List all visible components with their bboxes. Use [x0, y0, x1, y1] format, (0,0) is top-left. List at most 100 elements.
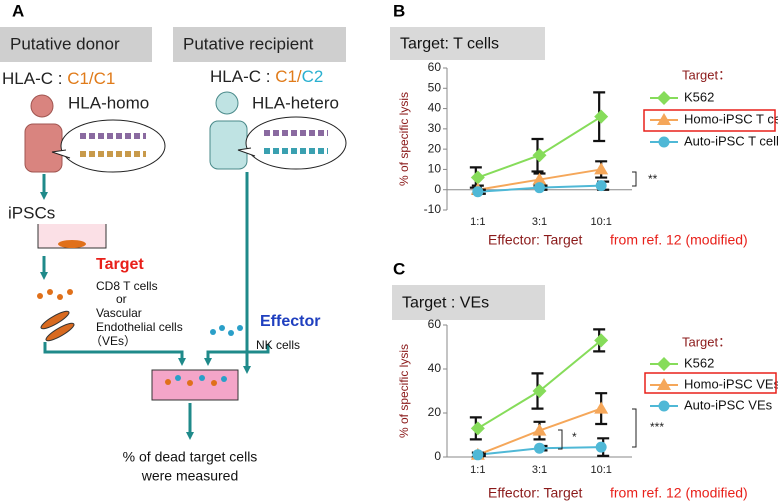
marker-circle: [595, 180, 607, 192]
x-axis-label: Effector: Target: [488, 485, 583, 501]
target-cells: Vascular: [96, 306, 142, 320]
series-line: [477, 115, 602, 179]
marker-triangle: [657, 113, 671, 125]
title-box: [392, 285, 545, 320]
recipient-hla: HLA-C : C1/C2: [210, 67, 323, 86]
y-tick-label: 10: [428, 162, 442, 176]
marker-triangle: [594, 401, 609, 414]
note: from ref. 12 (modified): [610, 485, 748, 501]
legend-label: Auto-iPSC VEs: [684, 397, 773, 412]
person-body: [209, 120, 248, 170]
target-cells: CD8 T cells: [96, 279, 158, 293]
hla-prefix: HLA-C :: [210, 67, 275, 86]
marker-circle: [595, 441, 607, 453]
x-tick-label: 1:1: [470, 216, 485, 228]
target-label: Target: [96, 256, 144, 273]
person-body: [24, 123, 63, 173]
t-cells: [37, 289, 73, 300]
y-tick-label: 60: [428, 60, 442, 74]
significance-bracket: [632, 408, 637, 448]
y-tick-label: 20: [428, 405, 442, 419]
marker-circle: [658, 136, 670, 148]
y-tick-label: 20: [428, 141, 442, 155]
marker-diamond: [532, 148, 547, 163]
hla-type: C2: [302, 67, 324, 86]
marker-circle: [534, 442, 545, 454]
significance: **: [648, 172, 658, 186]
recipient-type: HLA-hetero: [252, 93, 339, 112]
marker-diamond: [594, 109, 609, 124]
y-tick-label: 30: [428, 121, 442, 135]
hla-prefix: HLA-C :: [2, 69, 67, 88]
x-tick-label: 3:1: [532, 216, 547, 228]
marker-triangle: [532, 423, 547, 436]
label-box: [0, 27, 152, 62]
panel-letter: B: [393, 1, 405, 20]
marker-triangle: [657, 378, 671, 390]
bubble-tail: [237, 147, 256, 157]
hla-sep: /: [297, 67, 302, 86]
y-tick-label: 0: [434, 182, 441, 196]
significance: ***: [650, 420, 664, 434]
legend-title: Target：: [682, 67, 731, 82]
y-tick-label: 40: [428, 361, 442, 375]
marker-diamond: [470, 170, 485, 185]
y-axis-label: % of specific lysis: [397, 92, 411, 186]
y-tick-label: 40: [428, 101, 442, 115]
person-head: [215, 91, 239, 115]
legend-label: K562: [684, 355, 714, 370]
label-box: [173, 27, 346, 62]
title-box: [390, 27, 545, 60]
person-head: [30, 94, 54, 118]
ipsc-label: iPSCs: [8, 203, 55, 222]
significance: *: [572, 430, 577, 444]
y-axis-label: % of specific lysis: [397, 344, 411, 438]
x-tick-label: 10:1: [590, 216, 611, 228]
donor-type: HLA-homo: [68, 93, 149, 112]
mixed-cells: [165, 375, 227, 386]
note: from ref. 12 (modified): [610, 232, 748, 248]
target-cells: or: [116, 292, 127, 306]
chart-title: Target : VEs: [402, 295, 489, 312]
effector-cells: NK cells: [256, 338, 300, 352]
x-axis-label: Effector: Target: [488, 232, 583, 248]
legend-highlight: [643, 109, 776, 132]
y-tick-label: 50: [428, 80, 442, 94]
marker-diamond: [470, 421, 485, 436]
marker-diamond: [532, 384, 547, 398]
speech-bubble: [60, 119, 166, 173]
nk-cells: [210, 325, 243, 336]
x-tick-label: 10:1: [590, 464, 611, 476]
chromosomes: [80, 133, 146, 157]
legend-label: Auto-iPSC T cells: [684, 133, 778, 148]
x-tick-label: 3:1: [532, 464, 547, 476]
marker-circle: [658, 400, 670, 412]
marker-circle: [534, 182, 545, 194]
bubble-tail: [51, 149, 71, 159]
speech-bubble: [245, 116, 347, 170]
target-cells: Endothelial cells: [96, 320, 183, 334]
y-tick-label: 60: [428, 317, 442, 331]
result: were measured: [141, 468, 239, 484]
significance-bracket: [558, 429, 563, 450]
marker-diamond: [657, 357, 671, 371]
legend-title: Target：: [682, 334, 731, 349]
marker-circle: [472, 186, 484, 198]
marker-triangle: [532, 172, 547, 185]
cells: [58, 240, 86, 248]
panel-letter: A: [12, 1, 24, 20]
marker-diamond: [657, 91, 671, 105]
legend-label: Homo-iPSC T cells: [684, 111, 778, 126]
hla-type: C1/C1: [67, 69, 115, 88]
y-tick-label: 0: [434, 449, 441, 463]
y-tick-label: -10: [424, 202, 442, 216]
effector-label: Effector: [260, 313, 320, 330]
ve-cells: [40, 310, 75, 342]
legend-label: Homo-iPSC VEs: [684, 376, 778, 391]
legend-label: K562: [684, 89, 714, 104]
x-tick-label: 1:1: [470, 464, 485, 476]
arrows: [40, 172, 270, 440]
marker-diamond: [594, 333, 609, 348]
result: % of dead target cells: [123, 449, 258, 465]
